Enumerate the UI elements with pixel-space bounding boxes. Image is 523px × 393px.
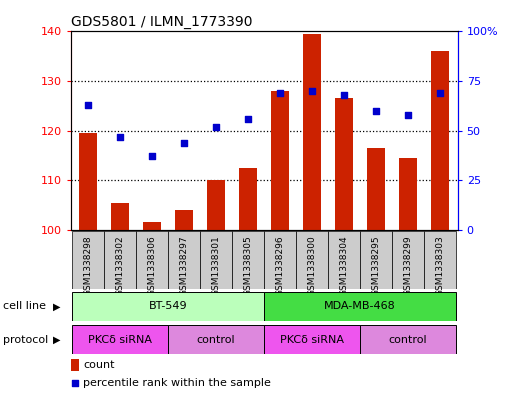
Bar xyxy=(424,231,456,289)
Text: GSM1338302: GSM1338302 xyxy=(116,235,124,296)
Text: PKCδ siRNA: PKCδ siRNA xyxy=(280,335,344,345)
Point xyxy=(84,102,93,108)
Text: GSM1338296: GSM1338296 xyxy=(276,235,285,296)
Point xyxy=(436,90,444,96)
Bar xyxy=(143,222,161,230)
Point xyxy=(340,92,348,98)
Bar xyxy=(264,292,456,321)
Text: GSM1338295: GSM1338295 xyxy=(371,235,381,296)
Bar xyxy=(72,231,104,289)
Text: percentile rank within the sample: percentile rank within the sample xyxy=(83,378,271,388)
Text: GDS5801 / ILMN_1773390: GDS5801 / ILMN_1773390 xyxy=(71,15,252,29)
Text: protocol: protocol xyxy=(3,335,48,345)
Bar xyxy=(200,231,232,289)
Bar xyxy=(367,148,385,230)
Text: ▶: ▶ xyxy=(53,301,60,311)
Bar xyxy=(232,231,264,289)
Bar xyxy=(104,231,136,289)
Bar xyxy=(168,325,264,354)
Bar xyxy=(303,34,321,230)
Bar xyxy=(136,231,168,289)
Text: MDA-MB-468: MDA-MB-468 xyxy=(324,301,396,311)
Text: GSM1338297: GSM1338297 xyxy=(180,235,189,296)
Bar xyxy=(360,231,392,289)
Point xyxy=(244,116,252,122)
Point xyxy=(308,88,316,94)
Bar xyxy=(431,51,449,230)
Text: GSM1338303: GSM1338303 xyxy=(436,235,445,296)
Bar xyxy=(335,98,353,230)
Text: GSM1338306: GSM1338306 xyxy=(147,235,157,296)
Text: ▶: ▶ xyxy=(53,335,60,345)
Text: GSM1338304: GSM1338304 xyxy=(339,235,348,296)
Text: control: control xyxy=(389,335,427,345)
Bar xyxy=(71,359,79,371)
Bar xyxy=(79,133,97,230)
Point xyxy=(148,153,156,160)
Bar xyxy=(392,231,424,289)
Bar xyxy=(240,168,257,230)
Text: cell line: cell line xyxy=(3,301,46,311)
Text: count: count xyxy=(83,360,115,370)
Text: BT-549: BT-549 xyxy=(149,301,187,311)
Bar xyxy=(264,231,296,289)
Bar xyxy=(72,292,264,321)
Text: GSM1338301: GSM1338301 xyxy=(212,235,221,296)
Bar xyxy=(360,325,456,354)
Text: control: control xyxy=(197,335,235,345)
Bar xyxy=(399,158,417,230)
Point xyxy=(116,134,124,140)
Bar xyxy=(175,210,193,230)
Bar xyxy=(72,325,168,354)
Bar xyxy=(271,91,289,230)
Point xyxy=(212,123,220,130)
Point xyxy=(71,380,79,387)
Text: PKCδ siRNA: PKCδ siRNA xyxy=(88,335,152,345)
Point xyxy=(180,140,188,146)
Bar xyxy=(264,325,360,354)
Bar xyxy=(111,203,129,230)
Text: GSM1338299: GSM1338299 xyxy=(404,235,413,296)
Point xyxy=(372,108,380,114)
Text: GSM1338300: GSM1338300 xyxy=(308,235,316,296)
Bar xyxy=(207,180,225,230)
Bar xyxy=(168,231,200,289)
Point xyxy=(276,90,285,96)
Bar xyxy=(328,231,360,289)
Text: GSM1338305: GSM1338305 xyxy=(244,235,253,296)
Text: GSM1338298: GSM1338298 xyxy=(84,235,93,296)
Point xyxy=(404,112,412,118)
Bar xyxy=(296,231,328,289)
